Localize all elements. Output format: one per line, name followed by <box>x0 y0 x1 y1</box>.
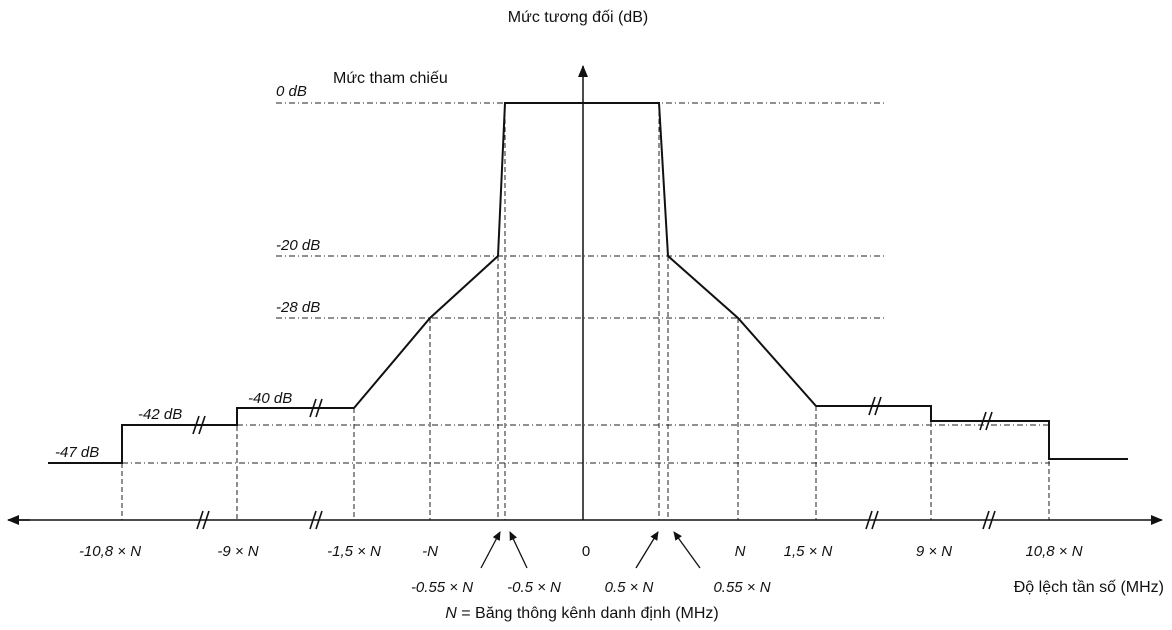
level-label-47db: -47 dB <box>55 444 99 461</box>
lower-tick-labels: -0.55 × N -0.5 × N 0.5 × N 0.55 × N <box>411 579 771 596</box>
footnote: N = Băng thông kênh danh định (MHz) <box>445 605 719 622</box>
tick-label-p05: 0.5 × N <box>605 579 654 596</box>
tick-label-m055: -0.55 × N <box>411 579 473 596</box>
tick-label-m15: -1,5 × N <box>327 543 381 560</box>
vertical-guides <box>121 103 1050 520</box>
footnote-text: = Băng thông kênh danh định (MHz) <box>457 605 719 622</box>
tick-label-m108: -10,8 × N <box>79 543 141 560</box>
level-label-28db: -28 dB <box>276 299 320 316</box>
tick-label-pN: N <box>735 543 746 560</box>
tick-label-zero: 0 <box>582 543 590 560</box>
spectrum-mask <box>48 102 1128 464</box>
tick-label-m05: -0.5 × N <box>507 579 561 596</box>
tick-label-mN: -N <box>422 543 438 560</box>
x-tick-labels: -10,8 × N -9 × N -1,5 × N -N 0 N 1,5 × N… <box>79 543 1083 560</box>
tick-label-p9: 9 × N <box>916 543 952 560</box>
x-axis-break-marks <box>196 510 996 530</box>
tick-label-p108: 10,8 × N <box>1025 543 1082 560</box>
level-label-42db: -42 dB <box>138 406 182 423</box>
offset-pointer-arrows <box>480 531 701 569</box>
y-axis-title: Mức tương đối (dB) <box>508 9 648 26</box>
reference-level-label: Mức tham chiếu <box>333 70 448 87</box>
tick-label-m9: -9 × N <box>217 543 258 560</box>
level-label-0db: 0 dB <box>276 83 307 100</box>
footnote-variable: N <box>445 605 457 622</box>
level-label-40db: -40 dB <box>248 390 292 407</box>
tick-label-p055: 0.55 × N <box>713 579 770 596</box>
x-axis-title: Độ lệch tần số (MHz) <box>1014 579 1164 596</box>
mask-break-marks <box>192 396 993 435</box>
level-label-20db: -20 dB <box>276 237 320 254</box>
tick-label-p15: 1,5 × N <box>784 543 833 560</box>
